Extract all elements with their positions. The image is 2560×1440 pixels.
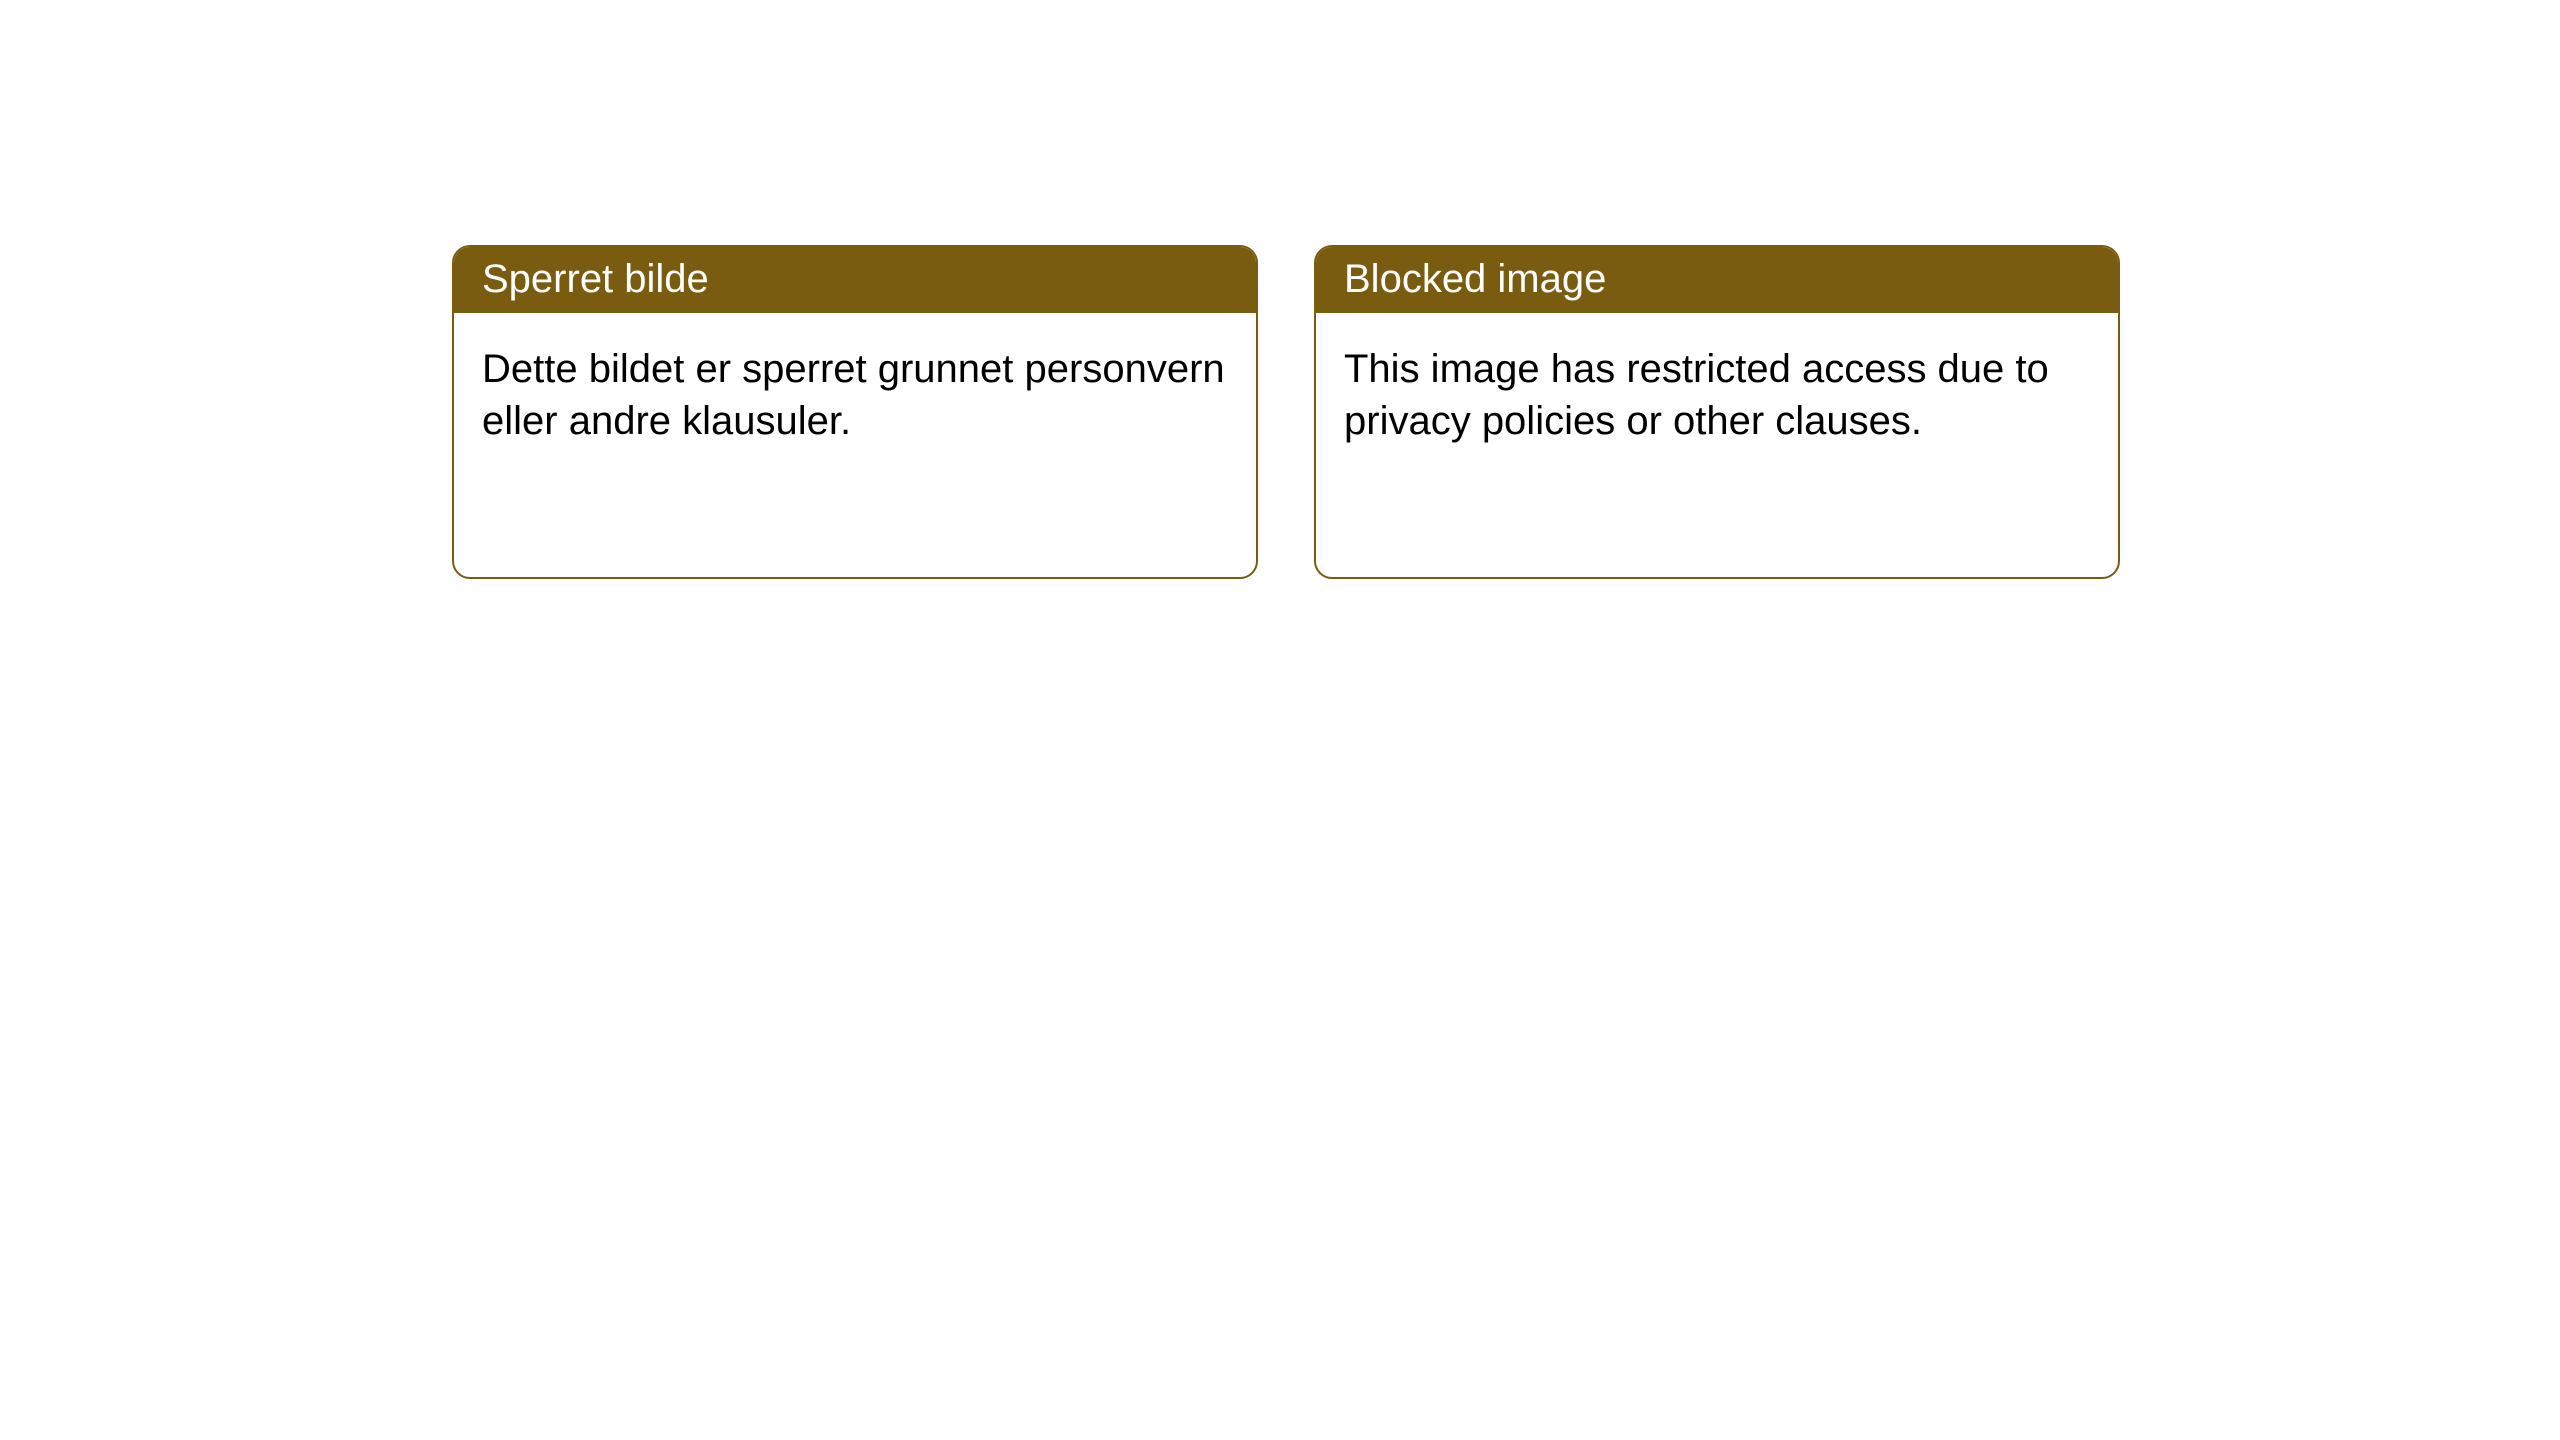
notice-box-norwegian: Sperret bilde Dette bildet er sperret gr…: [452, 245, 1258, 579]
notice-box-english: Blocked image This image has restricted …: [1314, 245, 2120, 579]
notice-body-english: This image has restricted access due to …: [1316, 313, 2118, 477]
notice-header-norwegian: Sperret bilde: [454, 247, 1256, 313]
notice-container: Sperret bilde Dette bildet er sperret gr…: [0, 0, 2560, 579]
notice-header-english: Blocked image: [1316, 247, 2118, 313]
notice-body-norwegian: Dette bildet er sperret grunnet personve…: [454, 313, 1256, 477]
